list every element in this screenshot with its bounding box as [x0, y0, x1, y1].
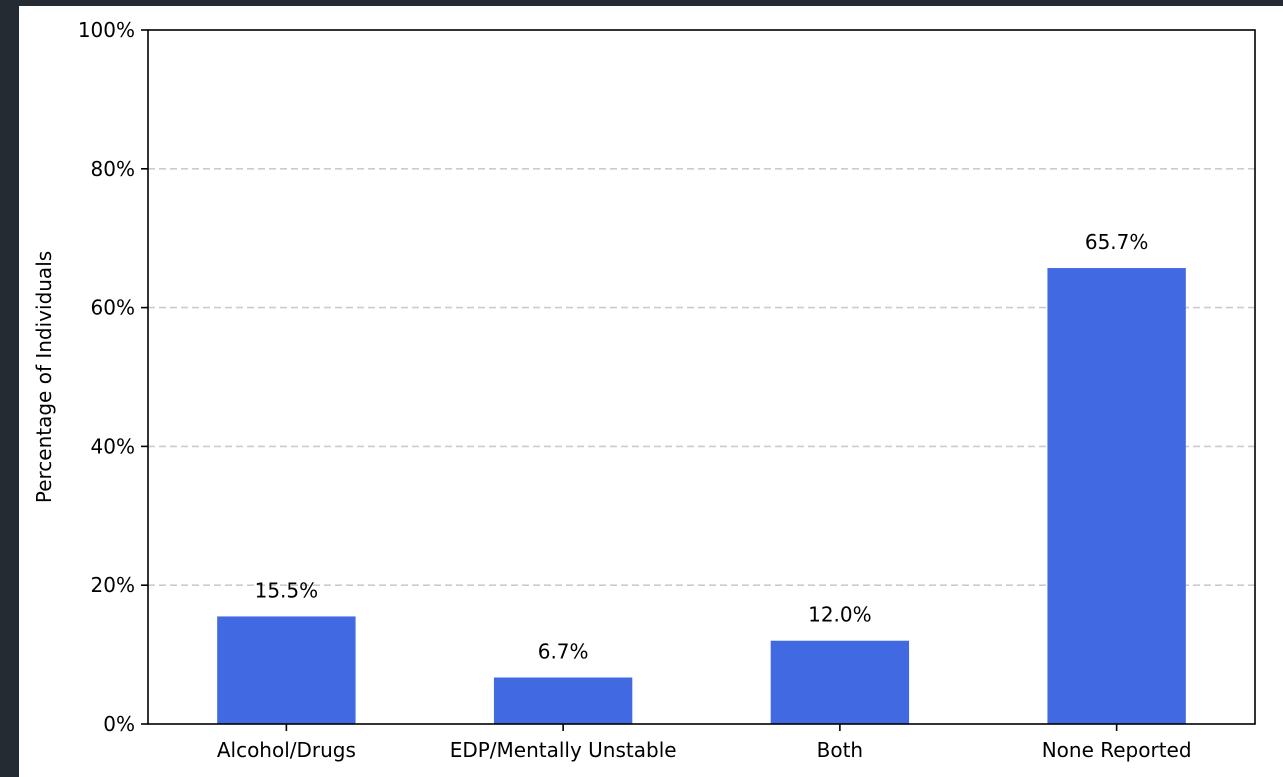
axes	[147, 29, 1256, 725]
data-label: 12.0%	[808, 603, 872, 627]
x-tick-label: Alcohol/Drugs	[217, 738, 356, 762]
plot-frame	[147, 29, 1256, 725]
x-tick-label: Both	[817, 738, 863, 762]
x-tick-label: EDP/Mentally Unstable	[450, 738, 677, 762]
y-axis-ticks: 0% 20% 40% 60% 80% 100%	[78, 18, 148, 736]
y-tick-label: 100%	[78, 18, 135, 42]
bar	[217, 616, 356, 724]
bar-chart: 0% 20% 40% 60% 80% 100% Alcohol/Drugs EDP/Ment…	[32, 18, 1256, 762]
data-label: 65.7%	[1085, 230, 1149, 254]
data-labels: 15.5% 6.7% 12.0% 65.7%	[255, 230, 1149, 663]
y-tick-label: 0%	[103, 712, 135, 736]
y-axis-label: Percentage of Individuals	[32, 251, 56, 503]
data-label: 15.5%	[255, 578, 319, 602]
y-tick-label: 20%	[91, 573, 135, 597]
bars	[217, 268, 1186, 724]
y-tick-label: 40%	[91, 434, 135, 458]
chart-figure: 0% 20% 40% 60% 80% 100% Alcohol/Drugs EDP/Ment…	[19, 6, 1283, 777]
y-tick-label: 60%	[91, 296, 135, 320]
bar	[770, 640, 910, 724]
x-tick-label: None Reported	[1042, 738, 1192, 762]
x-axis-ticks: Alcohol/Drugs EDP/Mentally Unstable Both No…	[217, 724, 1192, 762]
bar	[1047, 268, 1186, 724]
y-tick-label: 80%	[91, 157, 135, 181]
bar	[493, 677, 633, 724]
grid-lines	[148, 168, 1255, 587]
data-label: 6.7%	[538, 640, 589, 664]
